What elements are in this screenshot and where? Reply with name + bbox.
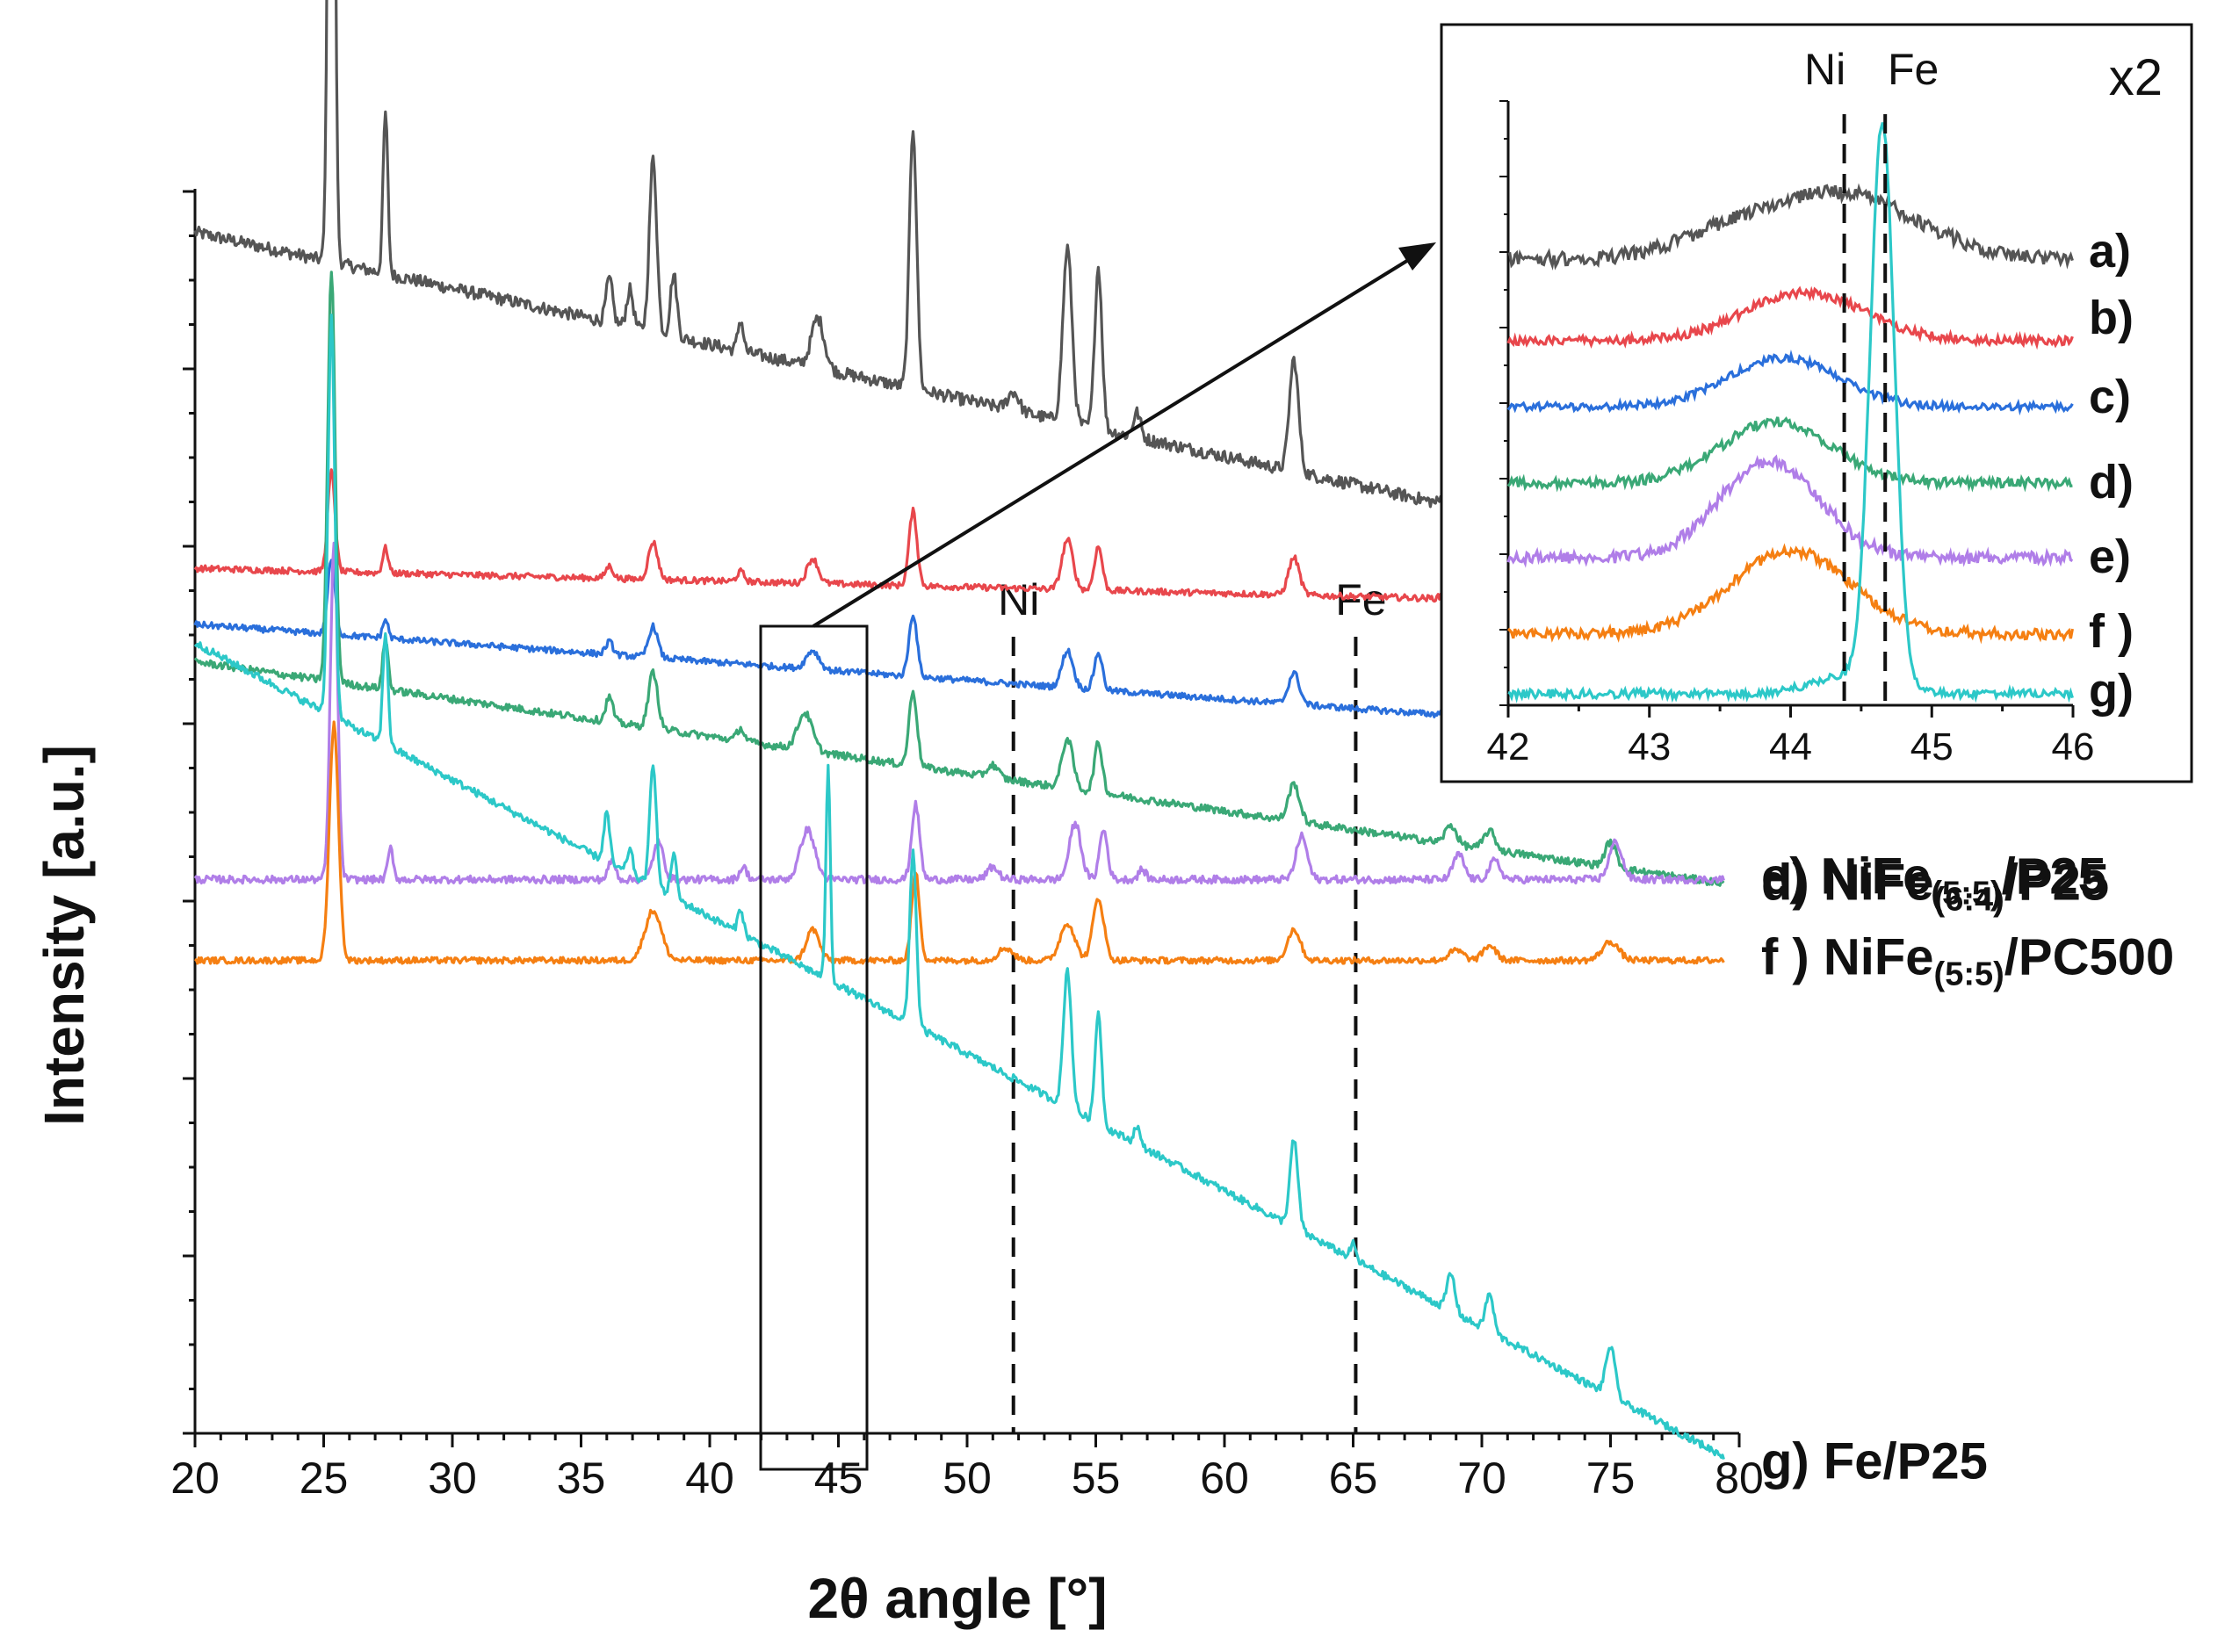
x-tick-label: 25 <box>300 1454 349 1503</box>
inset-frame <box>1440 23 2193 783</box>
reference-label: Ni <box>998 575 1039 624</box>
series-line-e <box>193 541 1725 885</box>
x-tick-label: 65 <box>1329 1454 1378 1503</box>
x-tick-label: 60 <box>1200 1454 1249 1503</box>
inset-series-line-b <box>1506 285 2074 350</box>
inset-series-line-a <box>1507 183 2074 271</box>
series-line-f <box>194 720 1725 965</box>
inset-series-line-c <box>1506 349 2074 416</box>
x-tick-label: 80 <box>1715 1454 1764 1503</box>
series-line-d <box>193 271 1725 887</box>
inset-axes <box>1499 100 2073 707</box>
series-label-f: f ) NiFe(5:5)/PC500 <box>1761 929 2174 993</box>
inset-letter: f ) <box>2089 605 2134 658</box>
inset-letter: d) <box>2089 456 2134 509</box>
inset-letter: a) <box>2089 225 2131 278</box>
series-line-g <box>193 314 1725 1461</box>
x-tick-label: 75 <box>1586 1454 1636 1503</box>
zoom-region-box <box>759 624 869 1471</box>
inset-x-tick-label: 43 <box>1628 725 1671 768</box>
series-label-e: e) NiFe(5:5)/P25 <box>1761 848 2106 912</box>
x-tick-label: 50 <box>943 1454 992 1503</box>
zoom-arrow-line <box>812 257 1412 628</box>
inset-series-line-f <box>1506 543 2074 645</box>
inset-letter: c) <box>2089 371 2131 423</box>
inset-letter: e) <box>2089 530 2131 583</box>
x-tick-label: 30 <box>428 1454 477 1503</box>
x-tick-label: 70 <box>1457 1454 1506 1503</box>
main-series <box>193 0 1725 1461</box>
x-tick-label: 20 <box>170 1454 220 1503</box>
x-tick-label: 35 <box>557 1454 606 1503</box>
inset-series <box>1506 122 2074 703</box>
x-axis-title: 2θ angle [°] <box>807 1567 1107 1630</box>
inset-series-line-e <box>1506 454 2074 568</box>
x-tick-label: 40 <box>685 1454 734 1503</box>
inset-multiplier: x2 <box>2109 49 2163 106</box>
inset-x-tick-label: 44 <box>1769 725 1812 768</box>
inset-x-tick-label: 42 <box>1487 725 1530 768</box>
inset-reference-label: Ni <box>1804 45 1845 94</box>
zoom-arrow-head <box>1398 242 1436 271</box>
main-x-ticks: 20 25 30 35 40 45 50 55 60 65 70 75 80 <box>170 1433 1764 1503</box>
inset-series-letters: a) b) c) d) e) f ) g) <box>2089 225 2134 718</box>
x-tick-label: 55 <box>1072 1454 1121 1503</box>
inset-reference-label: Fe <box>1888 45 1939 94</box>
inset-reference-lines: Ni Fe <box>1804 45 1939 705</box>
inset-x-tick-label: 46 <box>2052 725 2095 768</box>
inset-panel: 42 43 44 45 46 Ni Fe a) b) c) d) e) f ) g) x2 <box>1440 23 2193 783</box>
inset-series-line-g <box>1507 122 2074 703</box>
inset-x-tick-label: 45 <box>1910 725 1954 768</box>
inset-x-ticks: 42 43 44 45 46 <box>1487 705 2095 768</box>
x-tick-label: 45 <box>814 1454 863 1503</box>
y-axis-title: Intensity [a.u.] <box>33 745 96 1126</box>
inset-series-line-d <box>1506 416 2073 493</box>
inset-letter: g) <box>2089 665 2134 718</box>
series-label-g: g) Fe/P25 <box>1761 1432 1988 1490</box>
inset-letter: b) <box>2089 292 2134 344</box>
main-reference-lines: Ni Fe <box>998 575 1387 1433</box>
series-label-d: d) NiFe(6:4)/P25 <box>1761 855 2109 919</box>
